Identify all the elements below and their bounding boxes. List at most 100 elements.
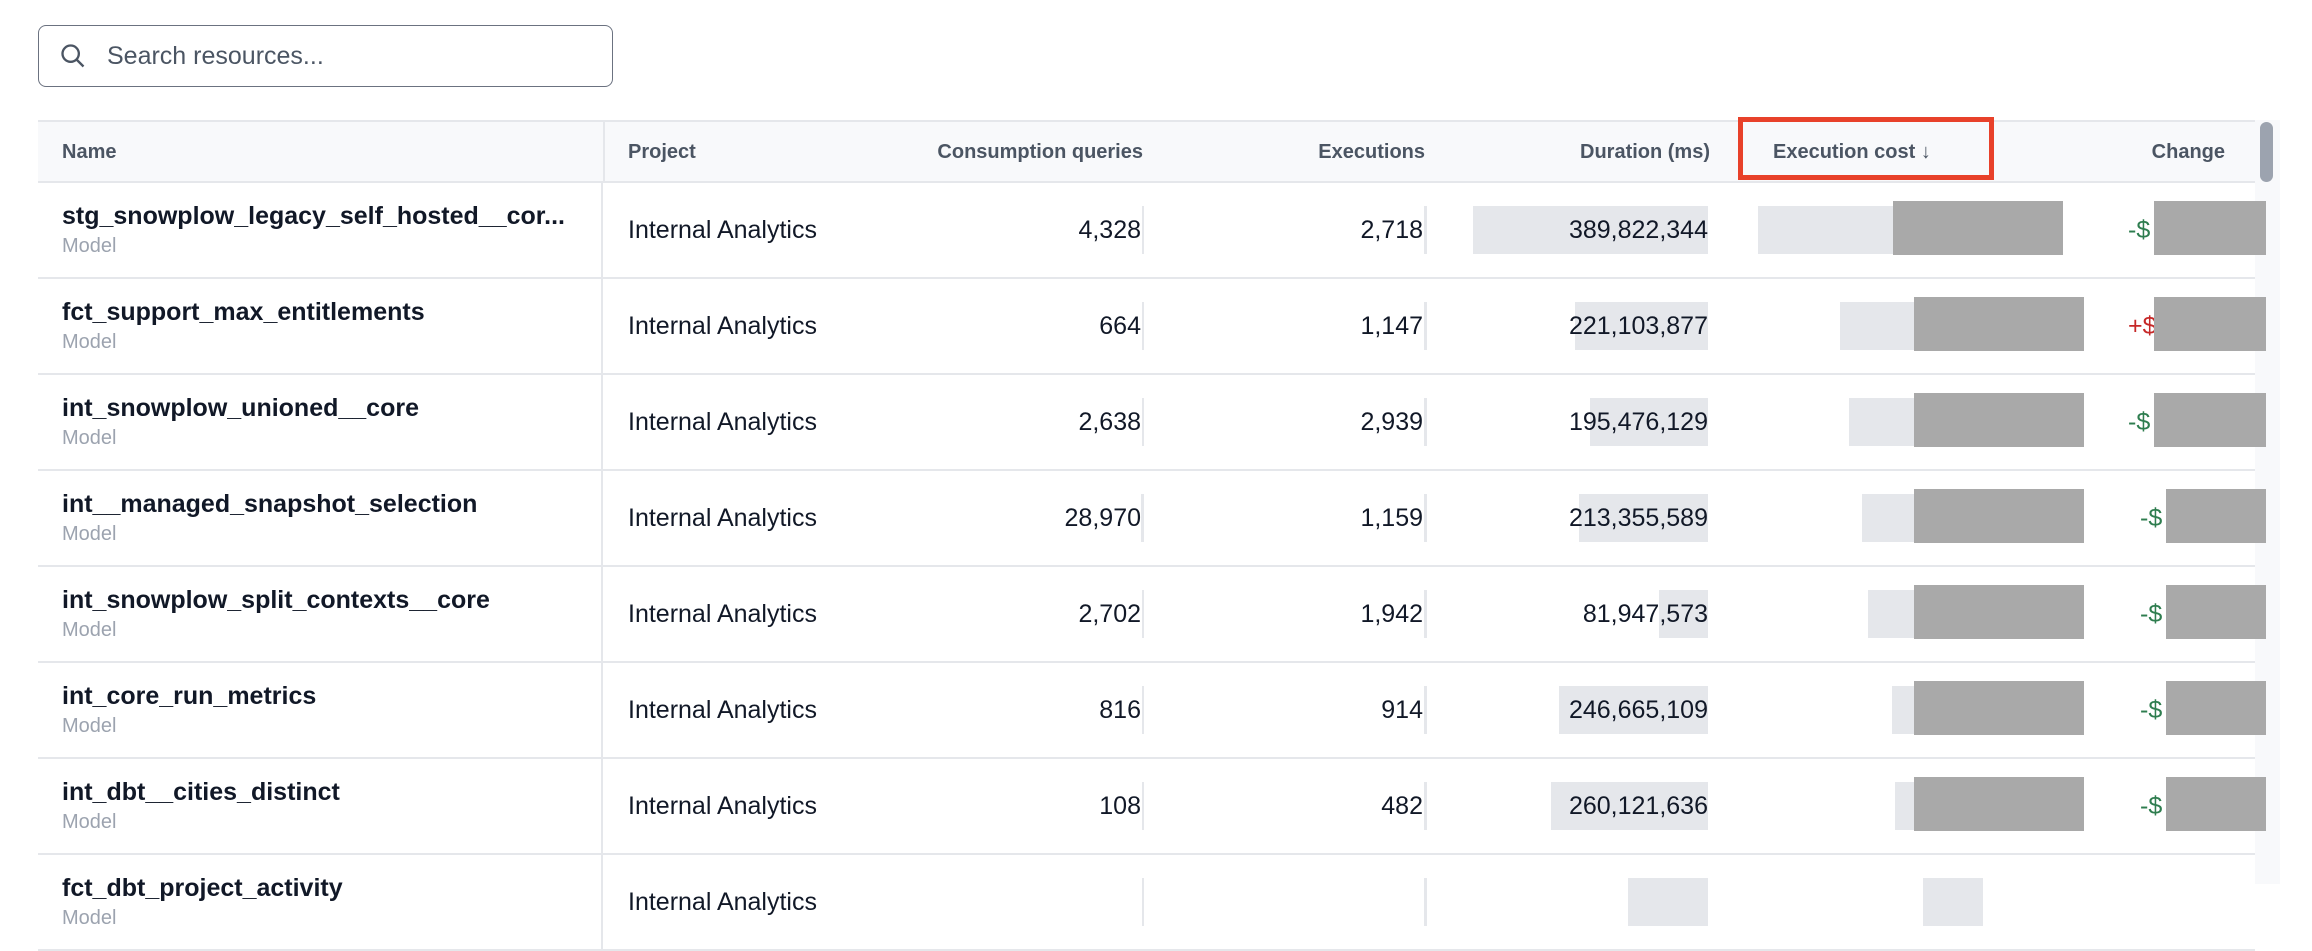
executions-cell — [1188, 855, 1427, 949]
consumption-bar — [1142, 878, 1144, 926]
name-cell[interactable]: int_snowplow_split_contexts__core Model — [38, 567, 603, 661]
executions-value: 1,159 — [1360, 503, 1423, 532]
redacted-change — [2166, 489, 2266, 543]
duration-cell: 213,355,589 — [1438, 471, 1708, 565]
resource-name[interactable]: int_snowplow_unioned__core — [62, 394, 419, 422]
duration-bar — [1575, 302, 1708, 350]
table-row[interactable]: int_snowplow_unioned__core Model Interna… — [38, 375, 2266, 471]
table-row[interactable]: fct_support_max_entitlements Model Inter… — [38, 279, 2266, 375]
execution-cost-cell: $ — [1718, 663, 2084, 757]
resource-name[interactable]: fct_support_max_entitlements — [62, 298, 425, 326]
consumption-cell: 2,702 — [938, 567, 1144, 661]
name-cell[interactable]: int_snowplow_unioned__core Model — [38, 375, 603, 469]
execution-cost-label: Execution cost — [1773, 141, 1916, 163]
duration-cell: 81,947,573 — [1438, 567, 1708, 661]
resource-type: Model — [62, 907, 117, 929]
column-header-project[interactable]: Project — [628, 141, 696, 163]
name-cell[interactable]: fct_support_max_entitlements Model — [38, 279, 603, 373]
name-cell[interactable]: stg_snowplow_legacy_self_hosted__cor... … — [38, 183, 603, 277]
consumption-cell: 816 — [938, 663, 1144, 757]
resource-name[interactable]: int_snowplow_split_contexts__core — [62, 586, 490, 614]
resources-table: Name Project Consumption queries Executi… — [38, 117, 2280, 951]
table-row[interactable]: int_dbt__cities_distinct Model Internal … — [38, 759, 2266, 855]
column-header-executions[interactable]: Executions — [1318, 141, 1425, 163]
resource-type: Model — [62, 811, 117, 833]
consumption-cell: 28,970 — [938, 471, 1144, 565]
table-header: Name Project Consumption queries Executi… — [38, 117, 2255, 183]
consumption-bar — [1142, 206, 1144, 254]
duration-cell: 195,476,129 — [1438, 375, 1708, 469]
consumption-cell: 664 — [938, 279, 1144, 373]
execution-cost-bar — [1923, 878, 1983, 926]
change-value: -$ — [2140, 503, 2163, 532]
scrollbar-thumb[interactable] — [2260, 122, 2273, 182]
duration-bar — [1473, 206, 1708, 254]
duration-bar — [1659, 590, 1708, 638]
resource-name[interactable]: stg_snowplow_legacy_self_hosted__cor... — [62, 202, 565, 230]
executions-cell: 1,942 — [1188, 567, 1427, 661]
executions-cell: 2,718 — [1188, 183, 1427, 277]
duration-value: 260,121,636 — [1568, 791, 1708, 820]
duration-bar — [1579, 494, 1708, 542]
change-cell: -$ — [2128, 183, 2266, 277]
change-value: -$ — [2128, 407, 2151, 436]
executions-value: 1,942 — [1360, 599, 1423, 628]
executions-cell: 1,159 — [1188, 471, 1427, 565]
consumption-bar — [1142, 686, 1144, 734]
duration-bar — [1551, 782, 1708, 830]
resource-name[interactable]: fct_dbt_project_activity — [62, 874, 343, 902]
column-header-change[interactable]: Change — [2151, 141, 2225, 163]
resource-name[interactable]: int_dbt__cities_distinct — [62, 778, 340, 806]
redacted-change — [2166, 777, 2266, 831]
table-row[interactable]: stg_snowplow_legacy_self_hosted__cor... … — [38, 183, 2266, 279]
redacted-change — [2166, 585, 2266, 639]
executions-bar — [1424, 206, 1427, 254]
resource-name[interactable]: int_core_run_metrics — [62, 682, 317, 710]
duration-cell: 389,822,344 — [1438, 183, 1708, 277]
executions-value: 2,939 — [1360, 407, 1423, 436]
consumption-bar — [1142, 398, 1144, 446]
execution-cost-cell: $ — [1718, 375, 2084, 469]
resource-name[interactable]: int__managed_snapshot_selection — [62, 490, 478, 518]
duration-value: 246,665,109 — [1568, 695, 1708, 724]
column-header-execution-cost[interactable]: Execution cost ↓ — [1773, 122, 1931, 183]
execution-cost-cell: $ — [1718, 183, 2063, 277]
name-cell[interactable]: int_dbt__cities_distinct Model — [38, 759, 603, 853]
column-header-duration[interactable]: Duration (ms) — [1580, 141, 1710, 163]
table-row[interactable]: int__managed_snapshot_selection Model In… — [38, 471, 2266, 567]
consumption-bar — [1142, 590, 1144, 638]
column-header-consumption[interactable]: Consumption queries — [937, 141, 1143, 163]
name-cell[interactable]: int_core_run_metrics Model — [38, 663, 603, 757]
duration-cell: 246,665,109 — [1438, 663, 1708, 757]
consumption-value: 28,970 — [1064, 503, 1141, 532]
execution-cost-cell: $ — [1718, 759, 2084, 853]
consumption-bar — [1141, 494, 1144, 542]
search-input[interactable] — [105, 40, 585, 72]
duration-value: 195,476,129 — [1568, 407, 1708, 436]
consumption-cell: 2,638 — [938, 375, 1144, 469]
resource-type: Model — [62, 427, 117, 449]
executions-bar — [1424, 494, 1427, 542]
table-row[interactable]: int_snowplow_split_contexts__core Model … — [38, 567, 2266, 663]
consumption-cell: 108 — [938, 759, 1144, 853]
consumption-value: 816 — [1099, 695, 1141, 724]
project-cell: Internal Analytics — [628, 503, 817, 532]
table-row[interactable]: fct_dbt_project_activity Model Internal … — [38, 855, 2255, 951]
change-cell: -$ — [2128, 759, 2266, 853]
column-header-name[interactable]: Name — [62, 141, 117, 163]
executions-bar — [1424, 398, 1427, 446]
duration-bar — [1559, 686, 1708, 734]
name-cell[interactable]: int__managed_snapshot_selection Model — [38, 471, 603, 565]
duration-bar — [1590, 398, 1708, 446]
resource-type: Model — [62, 523, 117, 545]
resource-type: Model — [62, 619, 117, 641]
duration-value: 213,355,589 — [1568, 503, 1708, 532]
project-cell: Internal Analytics — [628, 407, 817, 436]
change-cell: +$ — [2128, 279, 2266, 373]
search-box[interactable] — [38, 25, 613, 87]
table-row[interactable]: int_core_run_metrics Model Internal Anal… — [38, 663, 2266, 759]
name-cell[interactable]: fct_dbt_project_activity Model — [38, 855, 603, 949]
change-value: +$ — [2128, 311, 2157, 340]
change-value: -$ — [2140, 791, 2163, 820]
consumption-value: 664 — [1099, 311, 1141, 340]
